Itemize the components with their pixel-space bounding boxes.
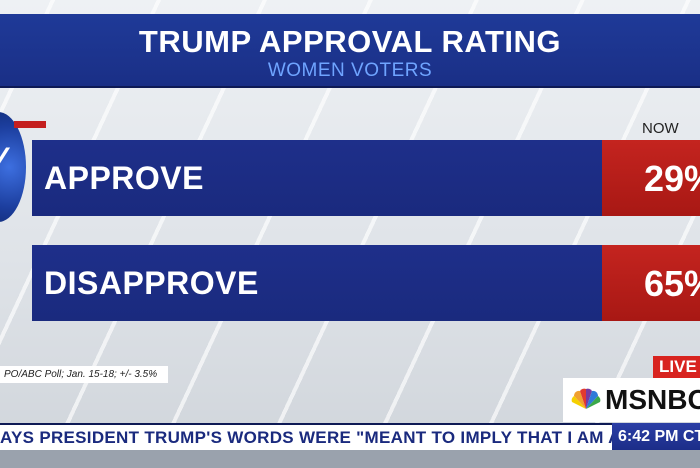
network-bug: MSNBC — [563, 378, 700, 422]
live-badge: LIVE — [653, 356, 700, 378]
ticker-text: AYS PRESIDENT TRUMP'S WORDS WERE "MEANT … — [0, 428, 641, 447]
red-accent-bar — [14, 121, 46, 128]
bottom-strip — [0, 450, 700, 468]
disapprove-label: DISAPPROVE — [44, 265, 259, 301]
header-band — [0, 14, 700, 88]
graphic-subtitle: WOMEN VOTERS — [267, 60, 433, 81]
news-ticker: AYS PRESIDENT TRUMP'S WORDS WERE "MEANT … — [0, 423, 700, 450]
approve-label: APPROVE — [44, 160, 204, 196]
time-display: 6:42 PM CT — [612, 423, 700, 450]
now-column-label: NOW — [642, 120, 679, 137]
approve-bar — [32, 140, 602, 216]
poll-source-note: PO/ABC Poll; Jan. 15-18; +/- 3.5% — [0, 366, 168, 383]
approve-value: 29% — [644, 158, 700, 199]
logo-mark-icon: ∕ — [0, 140, 3, 185]
approve-value-box: 29% — [602, 140, 700, 216]
graphic-title: TRUMP APPROVAL RATING — [138, 24, 562, 59]
disapprove-value-box: 65% — [602, 245, 700, 321]
network-name: MSNBC — [605, 384, 700, 415]
disapprove-bar — [32, 245, 602, 321]
peacock-icon — [571, 388, 601, 409]
disapprove-value: 65% — [644, 263, 700, 304]
